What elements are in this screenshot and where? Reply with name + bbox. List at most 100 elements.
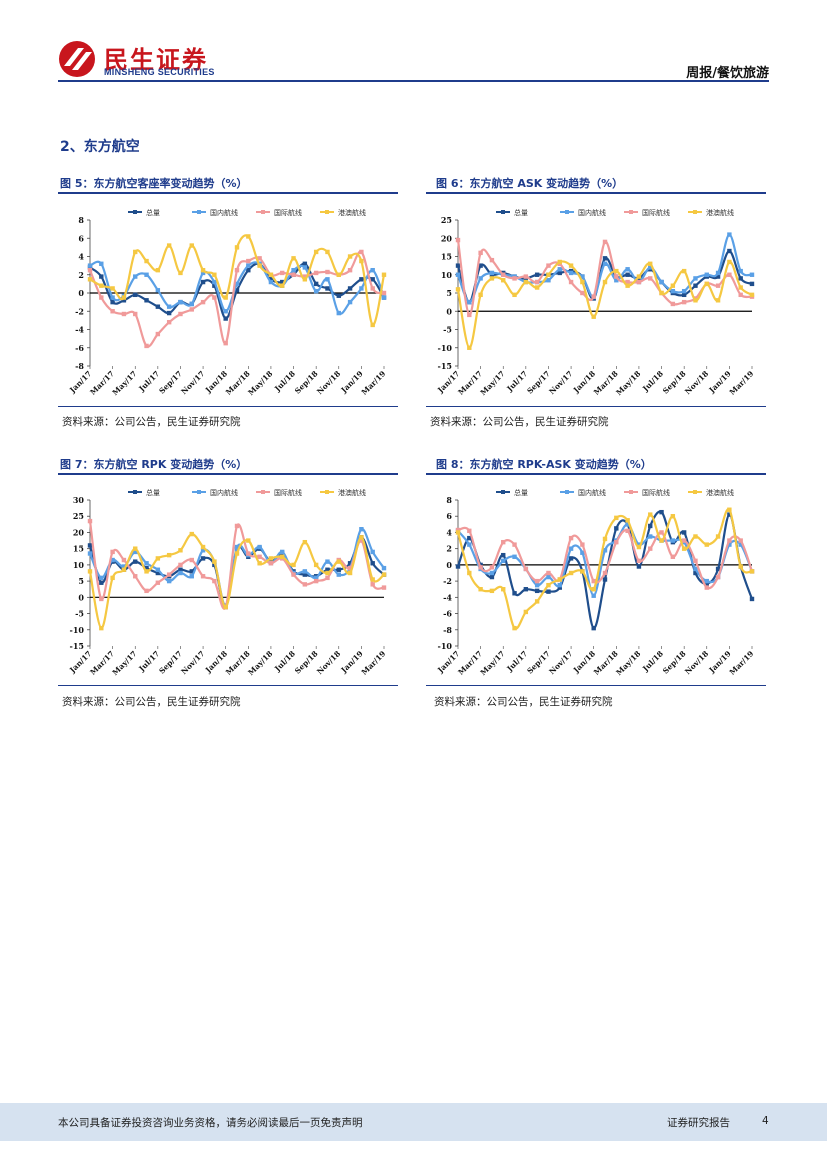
data-point	[133, 274, 138, 279]
minsheng-logo-icon	[59, 41, 95, 77]
data-point	[681, 268, 687, 274]
data-point	[670, 283, 676, 288]
data-point	[467, 528, 472, 534]
data-point	[359, 249, 364, 255]
data-point	[155, 567, 161, 572]
data-point	[557, 585, 562, 590]
data-point	[715, 574, 721, 580]
data-point	[625, 522, 630, 527]
data-point	[738, 538, 743, 543]
data-point	[602, 548, 608, 553]
data-point	[670, 301, 676, 307]
data-point	[557, 270, 562, 276]
data-point	[166, 310, 172, 316]
data-point	[738, 276, 743, 281]
x-tick-label: Mar/19	[728, 649, 756, 677]
data-point	[110, 549, 115, 555]
data-point	[455, 527, 461, 533]
data-point	[591, 294, 596, 299]
legend-label: 总量	[146, 488, 160, 497]
data-point	[178, 570, 183, 576]
data-point	[359, 535, 364, 540]
data-point	[302, 274, 308, 279]
legend-label: 港澳航线	[706, 208, 734, 217]
y-tick-label: -8	[443, 625, 452, 635]
data-point	[478, 250, 483, 256]
legend-marker	[565, 210, 569, 214]
data-point	[568, 570, 574, 576]
legend-marker	[261, 490, 265, 494]
data-point	[212, 295, 217, 300]
data-point	[546, 582, 551, 588]
data-point	[591, 314, 596, 319]
data-point	[568, 279, 574, 285]
data-point	[166, 243, 172, 248]
data-point	[302, 569, 308, 574]
data-point	[246, 263, 251, 268]
data-point	[478, 587, 483, 592]
data-point	[381, 290, 387, 296]
data-point	[501, 278, 506, 283]
data-point	[178, 311, 183, 317]
series-line	[88, 520, 385, 610]
data-point	[144, 561, 149, 566]
x-tick-label: May/18	[246, 369, 274, 397]
data-point	[636, 564, 642, 569]
data-point	[381, 585, 387, 590]
data-point	[200, 556, 206, 561]
data-point	[715, 270, 721, 276]
data-point	[280, 549, 285, 555]
data-point	[144, 343, 149, 349]
y-tick-label: -15	[70, 641, 84, 651]
data-point	[715, 534, 721, 539]
data-point	[523, 566, 529, 572]
y-tick-label: -10	[438, 641, 453, 651]
data-point	[280, 270, 285, 276]
data-point	[381, 572, 387, 577]
data-point	[370, 322, 375, 328]
data-point	[591, 625, 596, 631]
data-point	[681, 299, 687, 305]
data-point	[280, 554, 285, 559]
data-point	[223, 604, 228, 610]
legend-label: 总量	[146, 208, 160, 217]
data-point	[87, 551, 93, 556]
legend-marker	[197, 490, 201, 494]
page-number: 4	[762, 1115, 769, 1127]
data-point	[99, 261, 104, 266]
data-point	[670, 538, 676, 543]
legend-label: 总量	[514, 208, 528, 217]
data-point	[681, 538, 687, 543]
data-point	[370, 549, 375, 555]
data-point	[602, 577, 608, 582]
data-point	[489, 565, 495, 570]
data-point	[467, 299, 472, 305]
x-tick-label: Nov/17	[547, 649, 574, 676]
data-point	[234, 245, 240, 250]
data-point	[166, 304, 172, 309]
figure-7-top-rule	[58, 473, 398, 475]
data-point	[591, 593, 596, 598]
page-footer: 本公司具备证券投资咨询业务资格，请务必阅读最后一页免责声明 证券研究报告 4	[0, 1103, 827, 1141]
data-point	[302, 572, 308, 577]
data-point	[489, 588, 495, 594]
data-point	[636, 558, 642, 564]
data-point	[568, 556, 574, 561]
data-point	[257, 544, 262, 550]
y-tick-label: -10	[70, 625, 85, 635]
y-tick-label: -6	[443, 609, 452, 619]
y-tick-label: 5	[78, 576, 84, 586]
data-point	[467, 312, 472, 318]
data-point	[659, 509, 664, 515]
legend-marker	[693, 490, 697, 494]
data-point	[523, 609, 529, 615]
data-point	[200, 270, 206, 276]
data-point	[636, 274, 642, 279]
data-point	[636, 279, 642, 285]
data-point	[212, 279, 217, 285]
data-point	[110, 295, 115, 300]
data-point	[178, 562, 183, 568]
data-point	[681, 288, 687, 294]
y-tick-label: -8	[75, 361, 84, 371]
data-point	[99, 575, 104, 581]
